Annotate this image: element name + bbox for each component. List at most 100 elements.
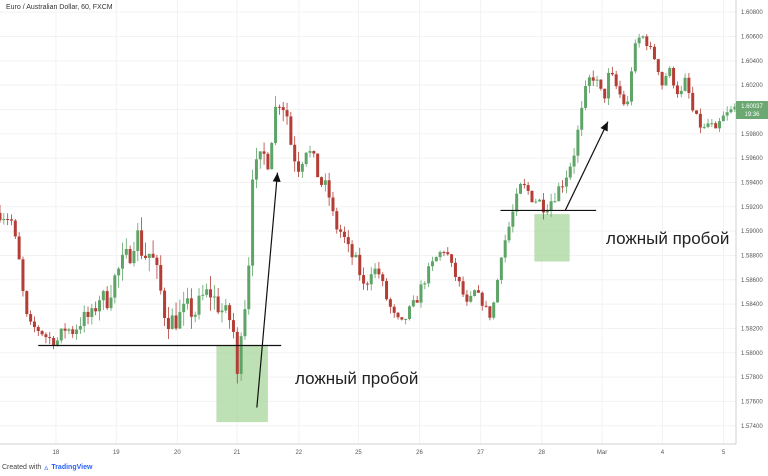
candle-body bbox=[52, 337, 56, 346]
candle-body bbox=[557, 186, 561, 202]
candle-body bbox=[235, 331, 239, 374]
candle-body bbox=[44, 334, 48, 338]
candle-body bbox=[331, 197, 335, 212]
candle-body bbox=[484, 305, 488, 307]
candle-body bbox=[568, 166, 572, 178]
candle-body bbox=[120, 254, 124, 269]
footer-brand[interactable]: TradingView bbox=[51, 464, 93, 471]
arrow-head bbox=[272, 172, 281, 183]
candle-body bbox=[163, 290, 167, 318]
annotation-label-right: ложный пробой bbox=[606, 229, 729, 248]
candle-body bbox=[270, 142, 274, 170]
candle-body bbox=[319, 177, 323, 185]
candle-body bbox=[159, 265, 163, 291]
candle-body bbox=[140, 230, 144, 256]
candle-body bbox=[174, 315, 178, 329]
candle-body bbox=[251, 179, 255, 266]
candle-body bbox=[584, 86, 588, 108]
candle-body bbox=[492, 302, 496, 318]
candle-body bbox=[706, 123, 710, 127]
candle-body bbox=[545, 210, 549, 213]
candle-body bbox=[629, 71, 633, 102]
candle-body bbox=[695, 110, 699, 114]
candle-body bbox=[587, 77, 591, 87]
y-tick-label: 1.60600 bbox=[741, 34, 763, 40]
candle-body bbox=[369, 274, 373, 285]
candle-body bbox=[67, 329, 71, 331]
candle-body bbox=[385, 281, 389, 300]
candle-body bbox=[687, 77, 691, 93]
breakout-zone bbox=[534, 214, 570, 262]
candle-body bbox=[6, 218, 10, 220]
candle-body bbox=[274, 106, 278, 143]
candle-body bbox=[354, 254, 358, 258]
candle-body bbox=[656, 59, 660, 73]
candle-body bbox=[25, 291, 29, 315]
candle-body bbox=[626, 101, 630, 105]
candle-body bbox=[243, 309, 247, 337]
candle-body bbox=[538, 199, 542, 202]
candle-body bbox=[511, 211, 515, 227]
candle-body bbox=[262, 151, 266, 154]
candle-body bbox=[465, 294, 469, 302]
candle-body bbox=[668, 67, 672, 77]
candle-body bbox=[193, 314, 197, 317]
candle-body bbox=[534, 201, 538, 203]
candle-body bbox=[457, 277, 461, 282]
support-lines bbox=[38, 209, 597, 347]
candle-body bbox=[415, 300, 419, 303]
y-tick-label: 1.59400 bbox=[741, 180, 763, 186]
candle-body bbox=[362, 275, 366, 284]
candle-body bbox=[105, 291, 109, 309]
candle-body bbox=[189, 298, 193, 317]
y-tick-label: 1.57400 bbox=[741, 424, 763, 430]
candle-body bbox=[664, 76, 668, 86]
candle-body bbox=[212, 296, 216, 298]
footer: Created with ▵ TradingView bbox=[2, 463, 92, 472]
candle-body bbox=[438, 252, 442, 258]
y-tick-label: 1.59800 bbox=[741, 132, 763, 138]
x-tick-label: 22 bbox=[295, 450, 302, 456]
candle-body bbox=[285, 110, 289, 117]
candle-body bbox=[423, 283, 427, 285]
candle-body bbox=[178, 312, 182, 329]
candle-body bbox=[607, 72, 611, 99]
candle-body bbox=[247, 265, 251, 310]
candle-body bbox=[128, 248, 132, 264]
chart-title: Euro / Australian Dollar, 60, FXCM bbox=[6, 4, 113, 11]
candle-body bbox=[572, 155, 576, 167]
candle-body bbox=[228, 305, 232, 321]
y-tick-label: 1.59200 bbox=[741, 205, 763, 211]
y-tick-label: 1.58800 bbox=[741, 253, 763, 259]
candle-body bbox=[377, 268, 381, 275]
candle-body bbox=[346, 237, 350, 245]
candle-body bbox=[614, 74, 618, 87]
candle-body bbox=[503, 240, 507, 258]
candle-body bbox=[564, 177, 568, 187]
candle-body bbox=[396, 312, 400, 318]
price-badge-price: 1.60037 bbox=[741, 104, 763, 110]
candle-body bbox=[136, 230, 140, 251]
candle-body bbox=[308, 151, 312, 153]
candle-body bbox=[518, 183, 522, 194]
candle-body bbox=[124, 248, 128, 255]
candle-body bbox=[143, 255, 147, 258]
candle-body bbox=[86, 311, 90, 317]
candle-body bbox=[499, 257, 503, 280]
candle-body bbox=[679, 90, 683, 95]
candle-body bbox=[427, 266, 431, 284]
candle-body bbox=[48, 337, 52, 339]
candle-body bbox=[373, 268, 377, 275]
candle-body bbox=[63, 328, 67, 331]
candle-body bbox=[186, 298, 190, 304]
candle-body bbox=[323, 180, 327, 185]
x-tick-label: Mar bbox=[597, 450, 607, 456]
candle-body bbox=[496, 279, 500, 303]
candle-body bbox=[725, 112, 729, 116]
candle-body bbox=[461, 281, 465, 295]
arrow-line bbox=[564, 121, 609, 211]
candle-body bbox=[404, 318, 408, 320]
x-tick-label: 19 bbox=[113, 450, 120, 456]
tradingview-icon: ▵ bbox=[44, 463, 49, 472]
